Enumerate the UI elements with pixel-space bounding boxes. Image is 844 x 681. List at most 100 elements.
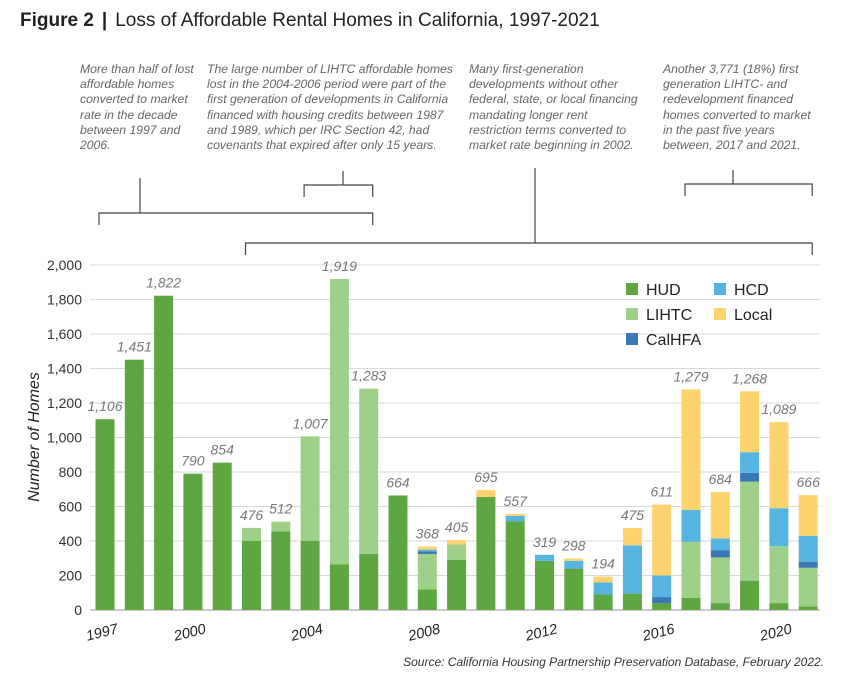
legend-swatch-hcd <box>714 283 726 295</box>
bar-hud-1999 <box>154 295 174 610</box>
total-label-2002: 476 <box>240 507 264 523</box>
legend-label-hcd: HCD <box>734 282 769 299</box>
bar-hud-2008 <box>417 589 437 610</box>
x-tick-label-2020: 2020 <box>757 621 793 645</box>
total-label-2000: 790 <box>181 453 205 469</box>
legend-label-local: Local <box>734 307 772 324</box>
legend-swatch-hud <box>626 283 638 295</box>
bar-hud-2019 <box>740 580 760 610</box>
x-tick-label-2008: 2008 <box>406 621 442 645</box>
legend-label-hud: HUD <box>646 282 681 299</box>
annotation-brackets <box>98 168 813 255</box>
y-axis-label: Number of Homes <box>26 372 43 502</box>
total-label-2015: 475 <box>621 507 645 523</box>
total-label-2021: 666 <box>797 474 821 490</box>
bar-hcd-2011 <box>505 515 525 522</box>
y-tick-label: 1,800 <box>47 292 82 308</box>
bar-hud-2006 <box>359 553 379 610</box>
annotation-2017-2021: Another 3,771 (18%) first generation LIH… <box>663 62 811 153</box>
bar-local-2019 <box>740 391 760 453</box>
legend-swatch-lihtc <box>626 308 638 320</box>
x-axis: 1997 2000 2004 2008 2012 2016 2020 <box>84 621 793 645</box>
data-labels: 1,106 1,451 1,822 790 854 476 512 1,007 1,919 1,2… <box>87 258 820 572</box>
bracket-2002-2021 <box>244 168 813 255</box>
bar-local-2018 <box>710 492 730 539</box>
bar-hud-1998 <box>124 359 144 610</box>
bar-local-2017 <box>681 389 701 510</box>
bracket-2004-2006 <box>303 171 374 197</box>
bar-calhfa-2008 <box>417 551 437 554</box>
bar-hcd-2012 <box>535 554 554 561</box>
bar-lihtc-2018 <box>710 557 730 604</box>
total-label-2007: 664 <box>386 474 410 490</box>
legend-label-lihtc: LIHTC <box>646 307 692 324</box>
bar-hcd-2013 <box>564 560 584 569</box>
bar-hud-2002 <box>242 541 261 610</box>
bar-lihtc-2021 <box>798 567 818 607</box>
bar-hud-2013 <box>564 568 584 610</box>
total-label-2013: 298 <box>561 538 586 554</box>
total-label-2001: 854 <box>211 442 235 458</box>
bar-lihtc-2002 <box>242 527 261 541</box>
legend: HUD HCD LIHTC Local CalHFA <box>626 282 772 349</box>
bar-local-2009 <box>447 540 467 545</box>
bar-hud-2000 <box>183 473 203 610</box>
bar-hud-2007 <box>388 495 408 610</box>
y-tick-label: 600 <box>59 499 83 515</box>
x-tick-label-2012: 2012 <box>523 621 559 645</box>
total-label-2019: 1,268 <box>732 370 767 386</box>
total-label-1999: 1,822 <box>146 275 181 291</box>
bar-calhfa-2019 <box>740 472 760 482</box>
bar-hud-2011 <box>505 521 525 610</box>
legend-swatch-calhfa <box>626 333 638 345</box>
bar-hcd-2018 <box>710 538 730 551</box>
total-label-2016: 611 <box>651 484 673 500</box>
annotation-2004-2006: The large number of LIHTC affordable hom… <box>207 62 453 153</box>
bar-lihtc-2008 <box>417 553 437 590</box>
bar-local-2016 <box>652 504 672 576</box>
bar-hud-2014 <box>593 594 613 610</box>
x-tick-label-2000: 2000 <box>171 621 207 645</box>
bar-lihtc-2003 <box>271 521 291 532</box>
bar-local-2015 <box>622 528 642 546</box>
x-tick-label-1997: 1997 <box>84 621 120 645</box>
y-tick-label: 0 <box>74 602 82 618</box>
figure-label: Figure 2 <box>20 10 94 31</box>
source-note: Source: California Housing Partnership P… <box>403 655 824 669</box>
bar-hud-2001 <box>212 462 232 610</box>
bar-hud-2020 <box>769 603 789 610</box>
bar-lihtc-2005 <box>329 278 349 565</box>
bar-hud-2012 <box>535 560 554 610</box>
y-tick-label: 400 <box>59 533 83 549</box>
x-tick-label-2016: 2016 <box>640 621 677 645</box>
bar-local-2011 <box>505 513 525 516</box>
y-tick-label: 800 <box>59 464 83 480</box>
bar-hud-2009 <box>447 559 467 610</box>
y-tick-label: 1,600 <box>47 326 82 342</box>
bars <box>95 278 818 610</box>
bar-lihtc-2009 <box>447 544 467 560</box>
bar-calhfa-2016 <box>652 597 672 604</box>
total-label-2020: 1,089 <box>761 401 796 417</box>
total-label-2018: 684 <box>709 471 733 487</box>
bar-hud-2004 <box>300 541 320 610</box>
bar-hud-2018 <box>710 603 730 610</box>
bar-hcd-2019 <box>740 452 760 473</box>
legend-label-calhfa: CalHFA <box>646 332 701 349</box>
y-tick-label: 1,000 <box>47 430 82 446</box>
total-label-1998: 1,451 <box>117 339 152 355</box>
total-label-2003: 512 <box>269 501 293 517</box>
total-label-2008: 368 <box>416 526 440 542</box>
y-tick-label: 1,200 <box>47 395 82 411</box>
total-label-2012: 319 <box>533 534 557 550</box>
bar-hcd-2008 <box>417 549 437 552</box>
bar-hud-2021 <box>798 606 818 610</box>
bar-hcd-2014 <box>593 582 613 595</box>
bar-lihtc-2020 <box>769 546 789 604</box>
total-label-1997: 1,106 <box>87 398 122 414</box>
total-label-2005: 1,919 <box>322 258 357 274</box>
title-separator: | <box>101 10 108 31</box>
bar-hcd-2016 <box>652 575 672 598</box>
total-label-2009: 405 <box>445 519 469 535</box>
